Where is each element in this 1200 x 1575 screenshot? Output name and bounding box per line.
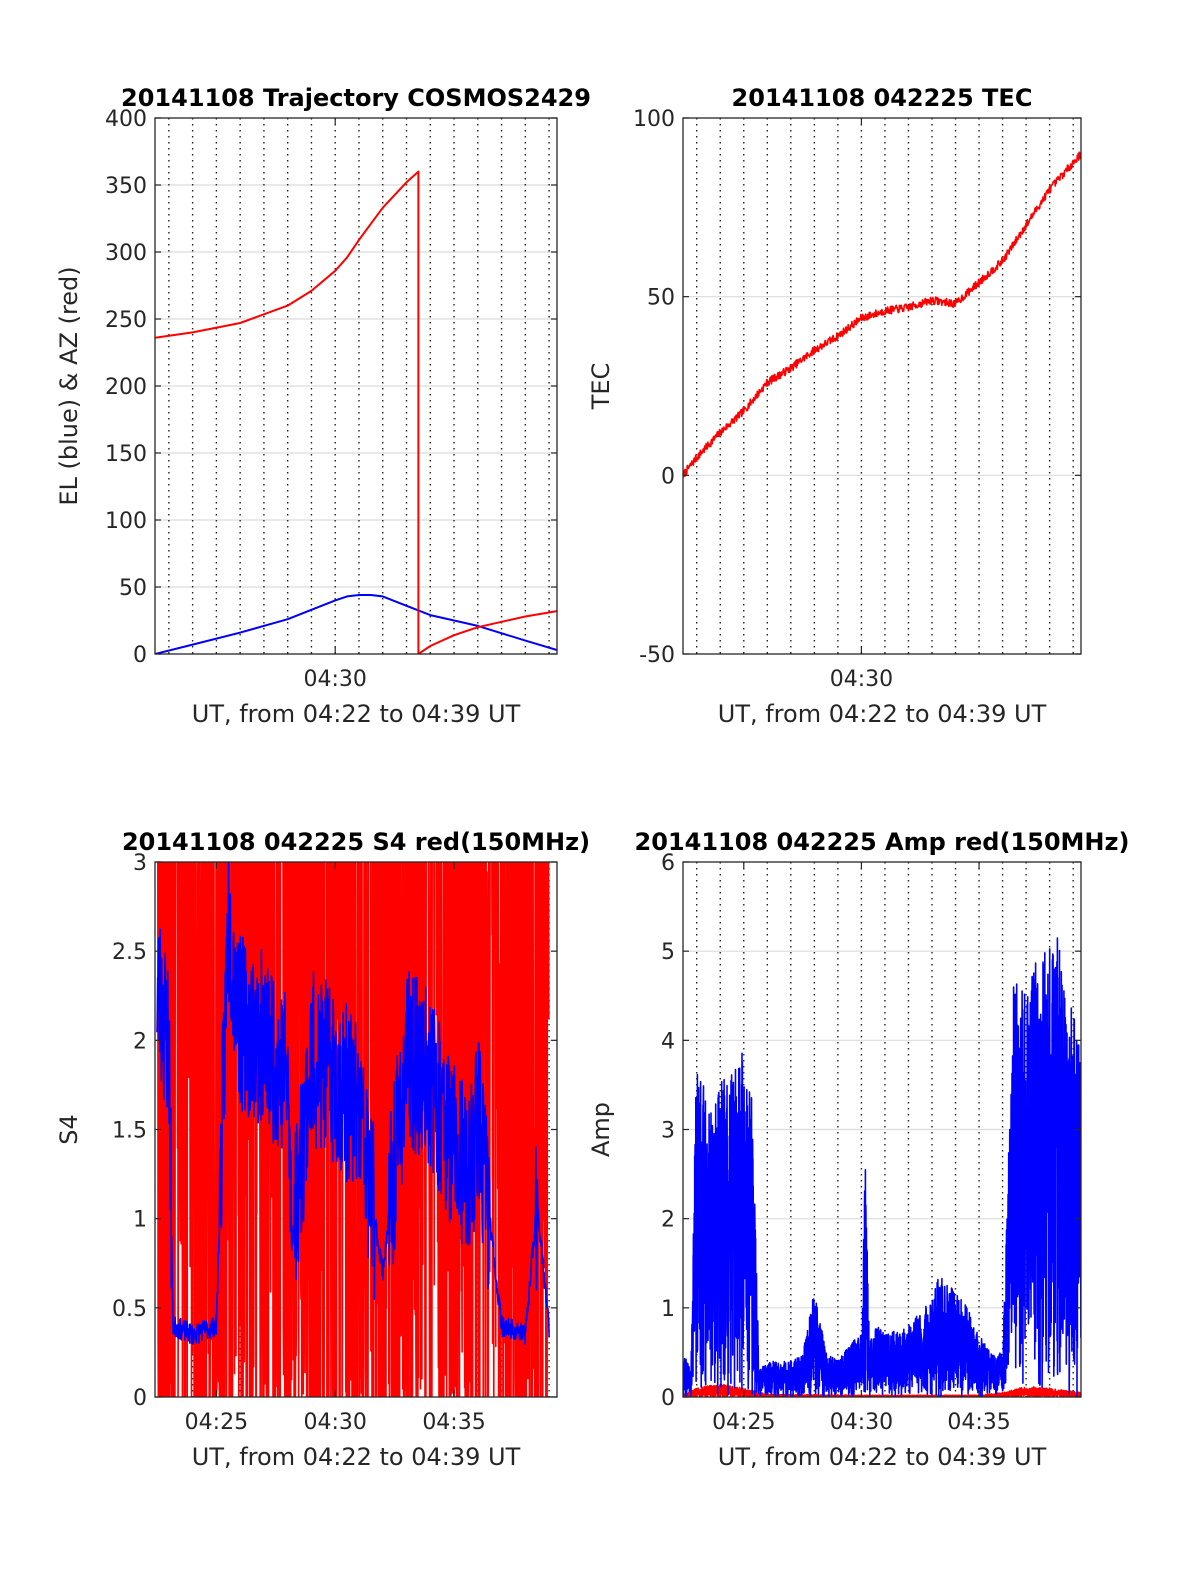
y-tick-label: -50 [639, 643, 675, 668]
plot-frame [682, 117, 1082, 655]
chart-title: 20141108 042225 TEC [732, 84, 1033, 112]
y-tick-label: 3 [133, 851, 147, 876]
y-axis-label: EL (blue) & AZ (red) [55, 266, 83, 505]
chart-title: 20141108 042225 S4 red(150MHz) [122, 828, 590, 856]
x-axis-label: UT, from 04:22 to 04:39 UT [718, 1443, 1047, 1471]
s4-chart: 0 0.5 1 1.5 2 2.5 3 04:25 04:30 04:35 20141108 042… [55, 828, 590, 1471]
y-tick-label: 2.5 [112, 940, 147, 965]
series-line-blue [683, 937, 1081, 1397]
y-axis-label: Amp [587, 1102, 615, 1157]
y-tick-label: 150 [105, 442, 147, 467]
y-tick-label: 300 [105, 241, 147, 266]
y-tick-label: 5 [661, 940, 675, 965]
x-tick-label: 04:35 [422, 1410, 485, 1435]
y-tick-label: 1 [133, 1208, 147, 1233]
y-tick-label: 50 [647, 286, 675, 311]
y-tick-label: 2 [133, 1029, 147, 1054]
series-line-red [683, 151, 1081, 478]
x-tick-label: 04:30 [830, 1410, 893, 1435]
x-tick-label: 04:30 [304, 667, 367, 692]
x-axis-label: UT, from 04:22 to 04:39 UT [192, 700, 521, 728]
y-axis-label: S4 [55, 1114, 83, 1145]
y-tick-label: 400 [105, 107, 147, 132]
x-tick-label: 04:30 [304, 1410, 367, 1435]
y-tick-label: 4 [661, 1029, 675, 1054]
series-line-blue [155, 594, 557, 654]
y-tick-label: 100 [105, 509, 147, 534]
y-tick-label: 2 [661, 1208, 675, 1233]
x-axis-label: UT, from 04:22 to 04:39 UT [192, 1443, 521, 1471]
y-tick-label: 0 [661, 1386, 675, 1411]
y-tick-label: 50 [119, 576, 147, 601]
y-tick-label: 350 [105, 174, 147, 199]
x-tick-label: 04:25 [185, 1410, 248, 1435]
y-tick-label: 3 [661, 1119, 675, 1144]
x-tick-label: 04:30 [830, 667, 893, 692]
x-axis-label: UT, from 04:22 to 04:39 UT [718, 700, 1047, 728]
y-tick-label: 100 [633, 107, 675, 132]
trajectory-chart: 0 50 100 150 200 250 300 350 400 04:30 20141108 Tr… [55, 84, 591, 728]
y-tick-label: 0 [133, 1386, 147, 1411]
chart-title: 20141108 Trajectory COSMOS2429 [121, 84, 591, 112]
series-line-red [155, 170, 557, 654]
amp-chart: 0 1 2 3 4 5 6 04:25 04:30 04:35 20141108 042225 Am… [587, 828, 1129, 1471]
chart-title: 20141108 042225 Amp red(150MHz) [635, 828, 1130, 856]
y-tick-label: 1 [661, 1297, 675, 1322]
y-tick-label: 6 [661, 851, 675, 876]
y-tick-label: 1.5 [112, 1119, 147, 1144]
y-tick-label: 0 [661, 464, 675, 489]
series-line-blue [156, 862, 550, 1345]
y-tick-label: 0 [133, 643, 147, 668]
y-tick-label: 0.5 [112, 1297, 147, 1322]
x-tick-label: 04:35 [947, 1410, 1010, 1435]
y-axis-label: TEC [587, 363, 615, 411]
x-tick-label: 04:25 [712, 1410, 775, 1435]
y-tick-label: 200 [105, 375, 147, 400]
y-tick-label: 250 [105, 308, 147, 333]
tec-chart: -50 0 50 100 04:30 20141108 042225 TEC UT, fro… [587, 84, 1082, 728]
